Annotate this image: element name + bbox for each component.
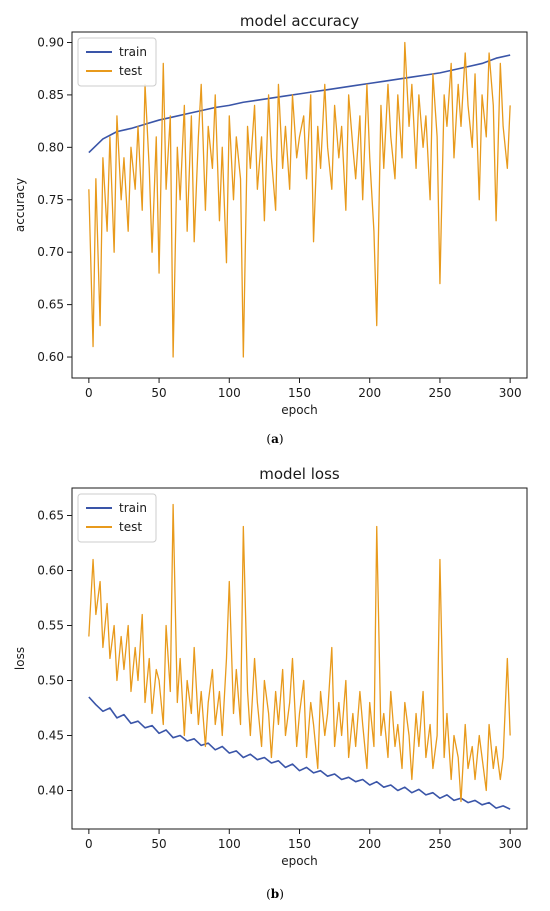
x-tick-label: 0 — [85, 386, 93, 400]
figure-caption: (b) — [266, 887, 284, 901]
x-tick-label: 250 — [428, 837, 451, 851]
chart-2: model loss 0 50 100 150 200 250 300 0.40 0.45 0.50… — [13, 465, 528, 901]
x-tick-label: 200 — [358, 386, 381, 400]
series-line-test — [88, 503, 511, 803]
y-axis-label: accuracy — [13, 178, 27, 232]
legend: train test — [77, 37, 157, 87]
y-tick-label: 0.90 — [37, 35, 64, 49]
y-tick-label: 0.85 — [37, 88, 64, 102]
x-tick-label: 50 — [151, 386, 166, 400]
chart-title: model accuracy — [240, 12, 359, 30]
y-tick-label: 0.75 — [37, 193, 64, 207]
chart-1: model accuracy 0 50 100 150 200 250 300 0.60 0.65… — [13, 12, 528, 446]
y-tick-label: 0.70 — [37, 245, 64, 259]
legend-label-test: test — [119, 520, 142, 534]
legend-label-test: test — [119, 64, 142, 78]
x-tick-label: 150 — [288, 837, 311, 851]
x-tick-label: 50 — [151, 837, 166, 851]
legend-label-train: train — [119, 501, 147, 515]
x-axis-label: epoch — [281, 403, 318, 417]
x-tick-label: 100 — [218, 837, 241, 851]
x-tick-label: 200 — [358, 837, 381, 851]
legend-box — [77, 37, 157, 87]
series-line-test — [88, 41, 511, 358]
y-tick-label: 0.55 — [37, 619, 64, 633]
x-tick-label: 100 — [218, 386, 241, 400]
y-tick-label: 0.50 — [37, 674, 64, 688]
figure-caption: (a) — [266, 432, 283, 446]
legend-box — [77, 493, 157, 543]
x-tick-label: 0 — [85, 837, 93, 851]
y-tick-label: 0.45 — [37, 729, 64, 743]
x-tick-label: 250 — [428, 386, 451, 400]
x-tick-label: 300 — [499, 386, 522, 400]
x-tick-label: 150 — [288, 386, 311, 400]
chart-title: model loss — [259, 465, 340, 483]
x-tick-label: 300 — [499, 837, 522, 851]
y-axis-label: loss — [13, 647, 27, 670]
legend: train test — [77, 493, 157, 543]
y-tick-label: 0.80 — [37, 140, 64, 154]
series-line-train — [88, 696, 511, 810]
y-tick-label: 0.65 — [37, 298, 64, 312]
y-tick-label: 0.60 — [37, 350, 64, 364]
y-tick-label: 0.65 — [37, 509, 64, 523]
x-axis-label: epoch — [281, 854, 318, 868]
y-tick-label: 0.60 — [37, 564, 64, 578]
y-tick-label: 0.40 — [37, 784, 64, 798]
legend-label-train: train — [119, 45, 147, 59]
series-line-train — [88, 54, 511, 154]
